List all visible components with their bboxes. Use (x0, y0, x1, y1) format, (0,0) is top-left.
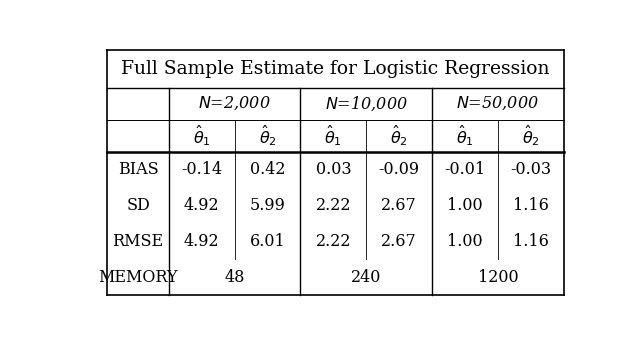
Text: 4.92: 4.92 (184, 233, 220, 250)
Text: 0.03: 0.03 (316, 161, 351, 178)
Text: BIAS: BIAS (118, 161, 158, 178)
Text: $N$=10,000: $N$=10,000 (325, 95, 408, 113)
Text: 6.01: 6.01 (250, 233, 285, 250)
Text: -0.03: -0.03 (510, 161, 551, 178)
Text: 48: 48 (225, 269, 245, 286)
Text: SD: SD (126, 197, 150, 214)
Text: $\hat{\theta}_1$: $\hat{\theta}_1$ (456, 123, 474, 148)
Text: 1200: 1200 (477, 269, 518, 286)
Text: $\hat{\theta}_2$: $\hat{\theta}_2$ (522, 123, 540, 148)
Text: 1.16: 1.16 (513, 197, 548, 214)
Text: 1.00: 1.00 (447, 197, 483, 214)
Text: $N$=2,000: $N$=2,000 (198, 95, 271, 113)
Text: 2.22: 2.22 (316, 197, 351, 214)
Text: $\hat{\theta}_1$: $\hat{\theta}_1$ (193, 123, 211, 148)
Text: 4.92: 4.92 (184, 197, 220, 214)
Text: $\hat{\theta}_2$: $\hat{\theta}_2$ (259, 123, 276, 148)
Text: 1.00: 1.00 (447, 233, 483, 250)
Text: 2.67: 2.67 (381, 233, 417, 250)
Text: -0.01: -0.01 (444, 161, 486, 178)
Text: Full Sample Estimate for Logistic Regression: Full Sample Estimate for Logistic Regres… (121, 60, 550, 78)
Text: MEMORY: MEMORY (99, 269, 178, 286)
Text: 5.99: 5.99 (250, 197, 285, 214)
Text: 2.67: 2.67 (381, 197, 417, 214)
Text: $N$=50,000: $N$=50,000 (456, 95, 540, 113)
Text: $\hat{\theta}_1$: $\hat{\theta}_1$ (324, 123, 342, 148)
Text: 2.22: 2.22 (316, 233, 351, 250)
Text: 240: 240 (351, 269, 381, 286)
Text: 1.16: 1.16 (513, 233, 548, 250)
Text: RMSE: RMSE (113, 233, 164, 250)
Text: $\hat{\theta}_2$: $\hat{\theta}_2$ (390, 123, 408, 148)
Text: -0.14: -0.14 (181, 161, 222, 178)
Text: -0.09: -0.09 (379, 161, 420, 178)
Text: 0.42: 0.42 (250, 161, 285, 178)
